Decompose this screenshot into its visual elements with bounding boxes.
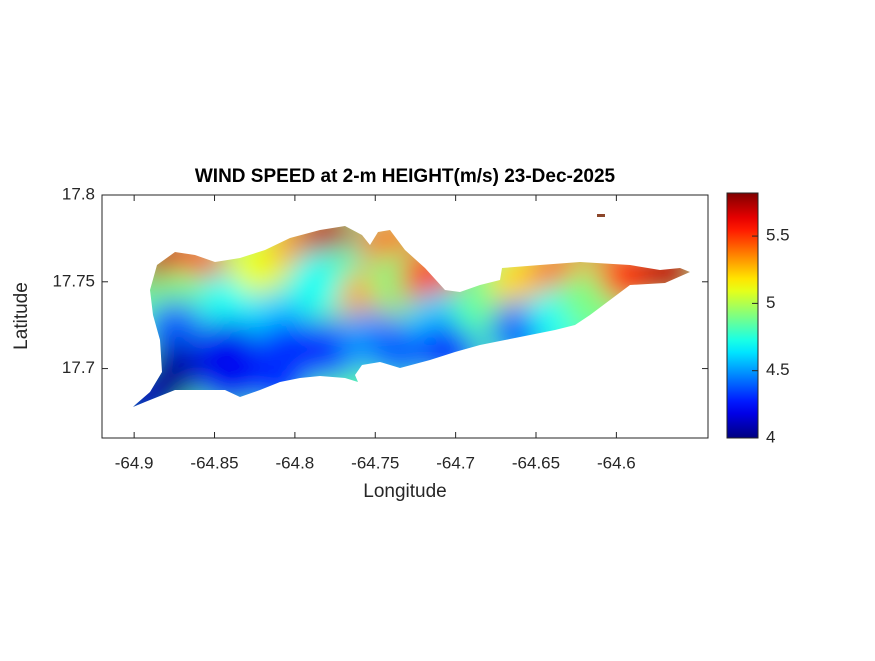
x-tick-label: -64.85 (190, 453, 238, 472)
y-tick-label: 17.7 (62, 358, 95, 377)
x-tick-label: -64.75 (351, 453, 399, 472)
colorbar-tick-label: 5 (766, 293, 775, 312)
chart-title: WIND SPEED at 2-m HEIGHT(m/s) 23-Dec-202… (195, 166, 616, 187)
x-tick-label: -64.6 (597, 453, 636, 472)
colorbar (726, 192, 759, 439)
colorbar-tick-label: 5.5 (766, 226, 790, 245)
colorbar-tick-label: 4.5 (766, 360, 790, 379)
y-tick-label: 17.75 (52, 271, 95, 290)
x-tick-label: -64.8 (276, 453, 315, 472)
colorbar-tick-label: 4 (766, 427, 775, 446)
x-tick-label: -64.9 (115, 453, 154, 472)
x-tick-label: -64.7 (436, 453, 475, 472)
axes-box (101, 194, 709, 439)
x-tick-label: -64.65 (512, 453, 560, 472)
y-axis-label: Latitude (11, 282, 32, 350)
x-axis-label: Longitude (363, 481, 446, 502)
y-tick-label: 17.8 (62, 184, 95, 203)
